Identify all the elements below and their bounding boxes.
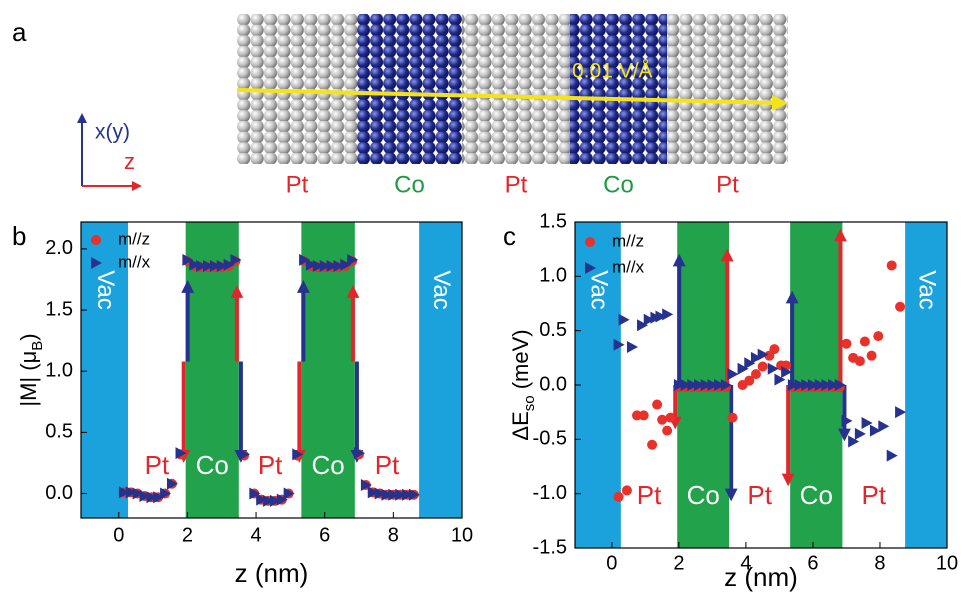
y-tick-label: -1.0 [533, 482, 567, 504]
data-point [860, 337, 870, 347]
y-axis-label-part: B [29, 341, 46, 351]
data-point [855, 356, 865, 366]
y-tick-label: -0.5 [533, 428, 567, 450]
y-axis-label-part: (meV) [508, 329, 533, 395]
region-label: Vac [586, 270, 613, 310]
y-axis-label-part: so [521, 395, 538, 411]
material-label: Pt [286, 171, 309, 198]
data-point [841, 339, 851, 349]
legend-label: m//x [118, 252, 151, 271]
x-axis-label: z (nm) [724, 562, 798, 592]
y-tick-label: 2.0 [45, 237, 73, 259]
region-label: Vac [428, 270, 455, 310]
atom-slab [570, 14, 667, 164]
y-axis-label-part: |M| (μ [16, 351, 41, 407]
region-label: Pt [747, 480, 772, 510]
data-point [647, 440, 657, 450]
data-point [666, 413, 676, 423]
x-tick-label: 4 [250, 524, 261, 546]
data-point [662, 426, 672, 436]
axis-name: x(y) [95, 121, 130, 144]
panel-label: b [12, 221, 26, 251]
x-tick-label: 6 [319, 524, 330, 546]
data-point [728, 413, 738, 423]
legend-marker [585, 237, 595, 247]
data-point [751, 369, 761, 379]
legend-label: m//z [612, 231, 644, 250]
data-point [873, 331, 883, 341]
legend-label: m//z [118, 229, 150, 248]
y-axis-label-part: ΔE [508, 411, 533, 440]
x-tick-label: 0 [606, 552, 617, 574]
x-axis-label: z (nm) [235, 558, 309, 588]
panel-a: a x(y) z [12, 17, 137, 186]
atom-slab [357, 14, 462, 164]
y-axis-label-part: ) [16, 333, 41, 340]
data-point [652, 400, 662, 410]
region-label: Pt [258, 450, 283, 480]
legend-marker [91, 235, 101, 245]
x-tick-label: 0 [113, 524, 124, 546]
data-point [657, 415, 667, 425]
y-tick-label: 0.0 [45, 482, 73, 504]
y-tick-label: 1.0 [539, 265, 567, 287]
material-label: Co [603, 171, 634, 198]
x-tick-label: 6 [807, 552, 818, 574]
atom-slab [667, 14, 788, 164]
y-tick-label: 1.0 [45, 360, 73, 382]
figure: a x(y) z Pt Co Pt Co Pt 0.01 V/Å b Vac Pt Co Pt Co P… [0, 0, 965, 593]
material-label: Pt [505, 171, 528, 198]
region-label: Co [800, 480, 833, 510]
material-label: Co [394, 171, 425, 198]
data-point [614, 492, 624, 502]
x-tick-label: 8 [874, 552, 885, 574]
region-label: Co [687, 480, 720, 510]
panel-label: c [503, 221, 516, 251]
data-point [769, 344, 779, 354]
region-label: Co [196, 450, 229, 480]
region-label: Pt [637, 480, 662, 510]
region-label: Co [312, 450, 345, 480]
region [419, 222, 462, 518]
x-tick-label: 10 [451, 524, 473, 546]
region-label: Vac [914, 270, 941, 310]
y-axis-label: ΔEso (meV) [508, 329, 539, 440]
y-tick-label: 1.5 [45, 298, 73, 320]
data-point [639, 410, 649, 420]
data-point [895, 302, 905, 312]
axis-name: z [124, 149, 135, 174]
field-label: 0.01 V/Å [572, 60, 653, 83]
y-tick-label: 0.5 [539, 319, 567, 341]
material-label: Pt [716, 171, 739, 198]
x-tick-label: 2 [673, 552, 684, 574]
data-point [758, 362, 768, 372]
region-label: Vac [92, 270, 119, 310]
x-tick-label: 8 [388, 524, 399, 546]
y-axis-label: |M| (μB) [16, 333, 47, 406]
panel: b Vac Pt Co Pt Co Pt Vac m//z m//x 0 2 4 6 8 10 0.0 0.5 1.… [12, 221, 473, 588]
x-tick-label: 2 [182, 524, 193, 546]
panel-label: a [12, 17, 27, 47]
x-tick-label: 10 [936, 552, 958, 574]
data-point [867, 351, 877, 361]
data-point [887, 260, 897, 270]
y-tick-label: -1.5 [533, 536, 567, 558]
legend-label: m//x [612, 257, 645, 276]
y-tick-label: 1.5 [539, 210, 567, 232]
data-point [622, 485, 632, 495]
region-label: Pt [145, 450, 170, 480]
y-tick-label: 0.5 [45, 421, 73, 443]
atom-slab [462, 14, 570, 164]
region-label: Pt [375, 450, 400, 480]
y-tick-label: 0.0 [539, 373, 567, 395]
region-label: Pt [861, 480, 886, 510]
